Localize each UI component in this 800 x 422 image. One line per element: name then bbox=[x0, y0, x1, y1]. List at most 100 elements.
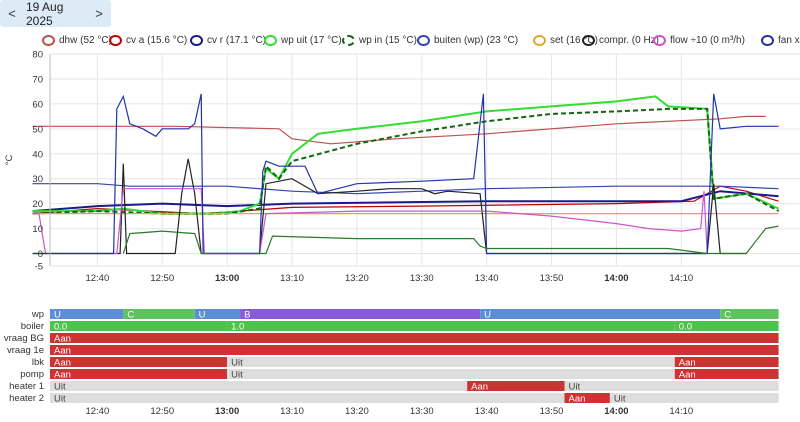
timeline-segment-label: 0.0 bbox=[54, 322, 67, 333]
x-tick-label: 12:50 bbox=[150, 273, 174, 284]
timeline-segment bbox=[227, 357, 675, 367]
x-tick-label: 13:00 bbox=[215, 273, 239, 284]
series-line-heater-r bbox=[122, 225, 779, 255]
timeline-x-tick-label: 13:50 bbox=[540, 406, 564, 417]
timeline-row-label: lbk bbox=[32, 357, 44, 368]
timeline-segment bbox=[609, 393, 779, 403]
timeline-segment bbox=[720, 309, 779, 319]
x-tick-label: 13:30 bbox=[410, 273, 434, 284]
timeline-row-label: heater 1 bbox=[9, 381, 44, 392]
timeline-x-tick-label: 12:40 bbox=[85, 406, 109, 417]
series-line-cv-r bbox=[32, 190, 779, 213]
timeline-row-label: vraag 1e bbox=[7, 345, 44, 356]
legend-item-set[interactable]: set (16 °C) bbox=[533, 35, 598, 46]
timeline-segment bbox=[227, 369, 675, 379]
x-tick-label: 13:40 bbox=[475, 273, 499, 284]
timeline-segment-label: Uit bbox=[54, 394, 66, 405]
timeline-segment-label: Aan bbox=[679, 370, 696, 381]
timeline-segment-label: Aan bbox=[679, 358, 696, 369]
y-tick-label: -5 bbox=[35, 262, 43, 273]
timeline-x-tick-label: 13:30 bbox=[410, 406, 434, 417]
timeline-x-tick-label: 14:10 bbox=[669, 406, 693, 417]
timeline-segment-label: B bbox=[244, 310, 250, 321]
legend-swatch bbox=[533, 35, 546, 46]
y-tick-label: 50 bbox=[32, 124, 43, 135]
timeline-segment bbox=[194, 309, 241, 319]
legend-item-flow-10[interactable]: flow ÷10 (0 m³/h) bbox=[653, 35, 745, 46]
timeline-segment-label: Aan bbox=[54, 334, 71, 345]
legend-swatch bbox=[264, 35, 277, 46]
x-tick-label: 14:10 bbox=[669, 273, 693, 284]
legend-label: set (16 °C) bbox=[550, 35, 598, 46]
timeline-segment bbox=[227, 321, 675, 331]
date-navigator: < 19 Aug 2025 > bbox=[0, 0, 111, 28]
current-date: 19 Aug 2025 bbox=[26, 0, 64, 28]
timeline-x-tick-label: 13:10 bbox=[280, 406, 304, 417]
legend-item-dhw[interactable]: dhw (52 °C) bbox=[42, 35, 112, 46]
timeline-segment-label: 0.0 bbox=[679, 322, 692, 333]
legend-item-buiten[interactable]: buiten (wp) (23 °C) bbox=[417, 35, 518, 46]
timeline-segment bbox=[50, 369, 228, 379]
x-tick-label: 12:40 bbox=[85, 273, 109, 284]
x-tick-label: 14:00 bbox=[604, 273, 628, 284]
timeline-segment bbox=[480, 309, 721, 319]
prev-day-button[interactable]: < bbox=[8, 6, 16, 21]
timeline-segment bbox=[50, 393, 565, 403]
timeline-segment-label: Uit bbox=[231, 358, 243, 369]
legend-label: dhw (52 °C) bbox=[59, 35, 112, 46]
timeline-x-tick-label: 14:00 bbox=[604, 406, 628, 417]
timeline-segment bbox=[50, 345, 779, 355]
legend-item-wp-uit[interactable]: wp uit (17 °C) bbox=[264, 35, 342, 46]
legend-label: cv a (15.6 °C) bbox=[126, 35, 188, 46]
timeline-segment bbox=[674, 321, 779, 331]
series-line-dhw bbox=[32, 115, 766, 145]
timeline-segment-label: Uit bbox=[231, 370, 243, 381]
timeline-segment bbox=[240, 309, 481, 319]
timeline-row-label: vraag BG bbox=[4, 333, 44, 344]
timeline-segment-label: Uit bbox=[568, 382, 580, 393]
timeline-segment bbox=[123, 309, 195, 319]
legend-item-wp-in[interactable]: wp in (15 °C) bbox=[342, 35, 417, 46]
legend-item-fan-x10[interactable]: fan x10 ( bbox=[761, 35, 800, 46]
series-line-fan-x10 bbox=[32, 93, 779, 255]
legend-label: wp uit (17 °C) bbox=[281, 35, 342, 46]
legend-swatch bbox=[342, 35, 355, 46]
series-line-wp-in bbox=[32, 107, 780, 215]
timeline-segment bbox=[467, 381, 565, 391]
timeline-segment bbox=[50, 357, 228, 367]
legend-swatch bbox=[582, 35, 595, 46]
legend-item-cv-r[interactable]: cv r (17.1 °C) bbox=[190, 35, 266, 46]
timeline-x-tick-label: 12:50 bbox=[150, 406, 174, 417]
series-line-wp-uit bbox=[32, 95, 780, 215]
legend-swatch bbox=[109, 35, 122, 46]
timeline-segment bbox=[50, 333, 779, 343]
timeline-segment-label: 1.0 bbox=[231, 322, 244, 333]
x-tick-label: 13:10 bbox=[280, 273, 304, 284]
y-tick-label: 10 bbox=[32, 224, 43, 235]
y-tick-label: 60 bbox=[32, 99, 43, 110]
timeline-segment-label: U bbox=[54, 310, 61, 321]
legend-label: fan x10 ( bbox=[778, 35, 800, 46]
timeline-row-label: boiler bbox=[21, 321, 44, 332]
y-axis-title: °C bbox=[4, 155, 15, 166]
timeline-segment-label: C bbox=[724, 310, 731, 321]
legend-label: buiten (wp) (23 °C) bbox=[434, 35, 519, 46]
next-day-button[interactable]: > bbox=[95, 6, 103, 21]
legend-swatch bbox=[42, 35, 55, 46]
timeline-segment-label: Aan bbox=[54, 358, 71, 369]
timeline-segment-label: Uit bbox=[614, 394, 626, 405]
timeline-segment-label: U bbox=[199, 310, 206, 321]
x-tick-label: 13:50 bbox=[540, 273, 564, 284]
legend-swatch bbox=[190, 35, 203, 46]
y-tick-label: 20 bbox=[32, 199, 43, 210]
y-tick-label: 70 bbox=[32, 74, 43, 85]
timeline-segment bbox=[50, 321, 228, 331]
y-tick-label: 30 bbox=[32, 174, 43, 185]
timeline-segment bbox=[50, 381, 468, 391]
timeline-x-tick-label: 13:20 bbox=[345, 406, 369, 417]
legend-item-cv-a[interactable]: cv a (15.6 °C) bbox=[109, 35, 187, 46]
legend-label: compr. (0 Hz) bbox=[599, 35, 660, 46]
timeline-segment-label: U bbox=[484, 310, 491, 321]
legend-item-compr-[interactable]: compr. (0 Hz) bbox=[582, 35, 659, 46]
